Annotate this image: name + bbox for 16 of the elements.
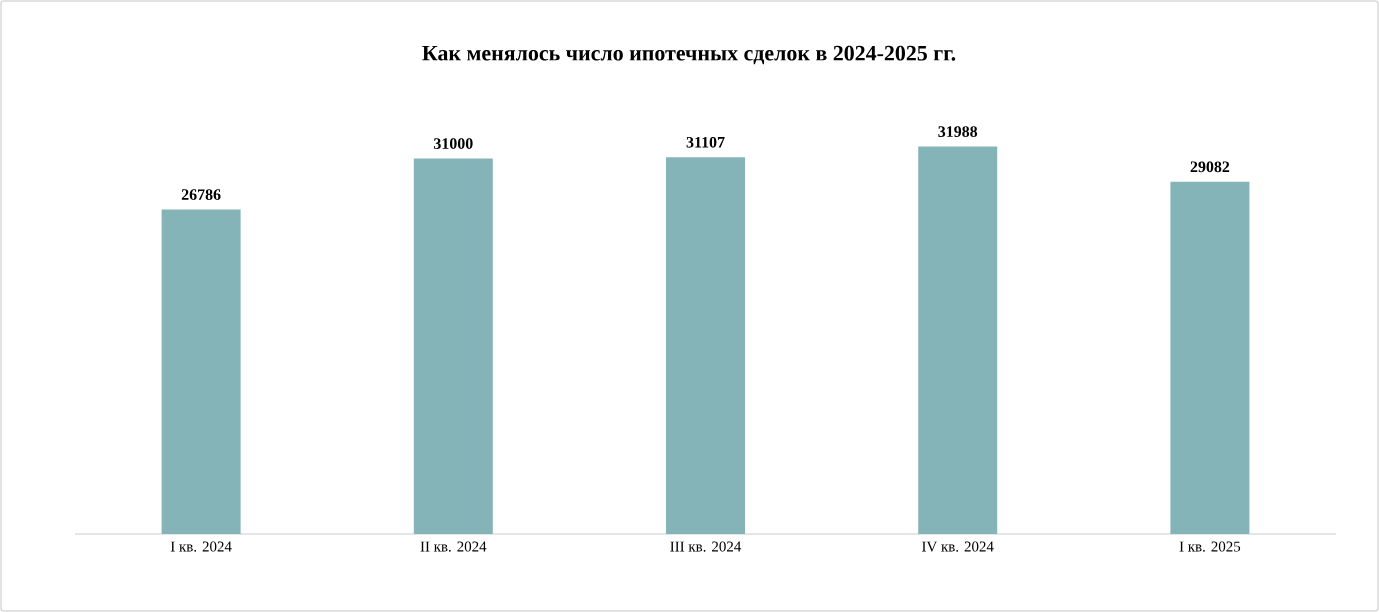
data-label: 31107 <box>686 136 725 148</box>
x-tick-label: I кв. 2025 <box>1179 541 1241 552</box>
data-label: 31000 <box>433 138 473 149</box>
bar <box>413 158 493 534</box>
bar <box>1170 181 1250 534</box>
data-label: 31988 <box>938 126 978 137</box>
data-label: 26786 <box>181 189 221 200</box>
x-tick-label: III кв. 2024 <box>670 541 742 552</box>
x-tick-label: IV кв. 2024 <box>922 541 994 552</box>
data-label: 29082 <box>1190 161 1230 173</box>
bar <box>161 209 241 534</box>
chart-title: Как менялось число ипотечных сделок в 2024-2025 гг. <box>422 45 956 65</box>
x-tick-label: II кв. 2024 <box>420 541 487 552</box>
x-tick-label: I кв. 2024 <box>170 541 232 552</box>
bar <box>918 146 998 534</box>
bar <box>666 157 746 534</box>
